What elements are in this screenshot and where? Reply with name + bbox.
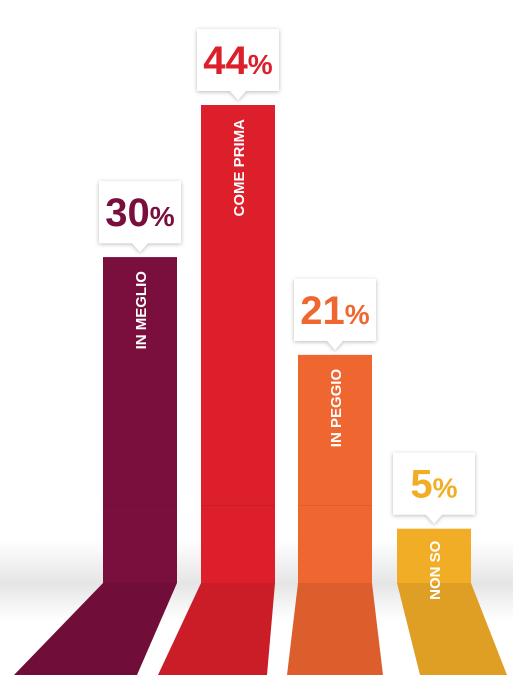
bar-floor-2 [158,583,275,675]
bar-4 [397,528,471,583]
bar-seam-1 [103,505,177,506]
value-callout-2 [197,29,279,100]
bar-2 [201,105,275,583]
bar-floor-4 [397,583,507,675]
bar-group-1: IN MEGLIO 30% [14,181,181,675]
bar-group-4: NON SO 5% [393,452,507,675]
category-label-4: NON SO [427,540,444,600]
value-callout-4 [393,452,475,524]
bar-3 [298,354,372,583]
bar-seam-3 [298,505,372,506]
value-label-3: 21% [300,289,370,333]
bar-1 [103,257,177,583]
value-label-2: 44% [203,39,273,83]
value-callout-1 [99,181,181,253]
value-label-1: 30% [105,191,175,235]
value-label-4: 5% [410,463,457,507]
bar-seam-2 [201,505,275,506]
bar-floor-1 [14,583,177,675]
bar-group-2: COME PRIMA 44% [158,29,279,675]
value-callout-3 [294,278,376,350]
category-label-2: COME PRIMA [231,119,248,217]
bar-group-3: IN PEGGIO 21% [287,278,383,675]
bar-floor-3 [287,583,383,675]
category-label-1: IN MEGLIO [133,271,150,350]
category-label-3: IN PEGGIO [328,369,345,448]
